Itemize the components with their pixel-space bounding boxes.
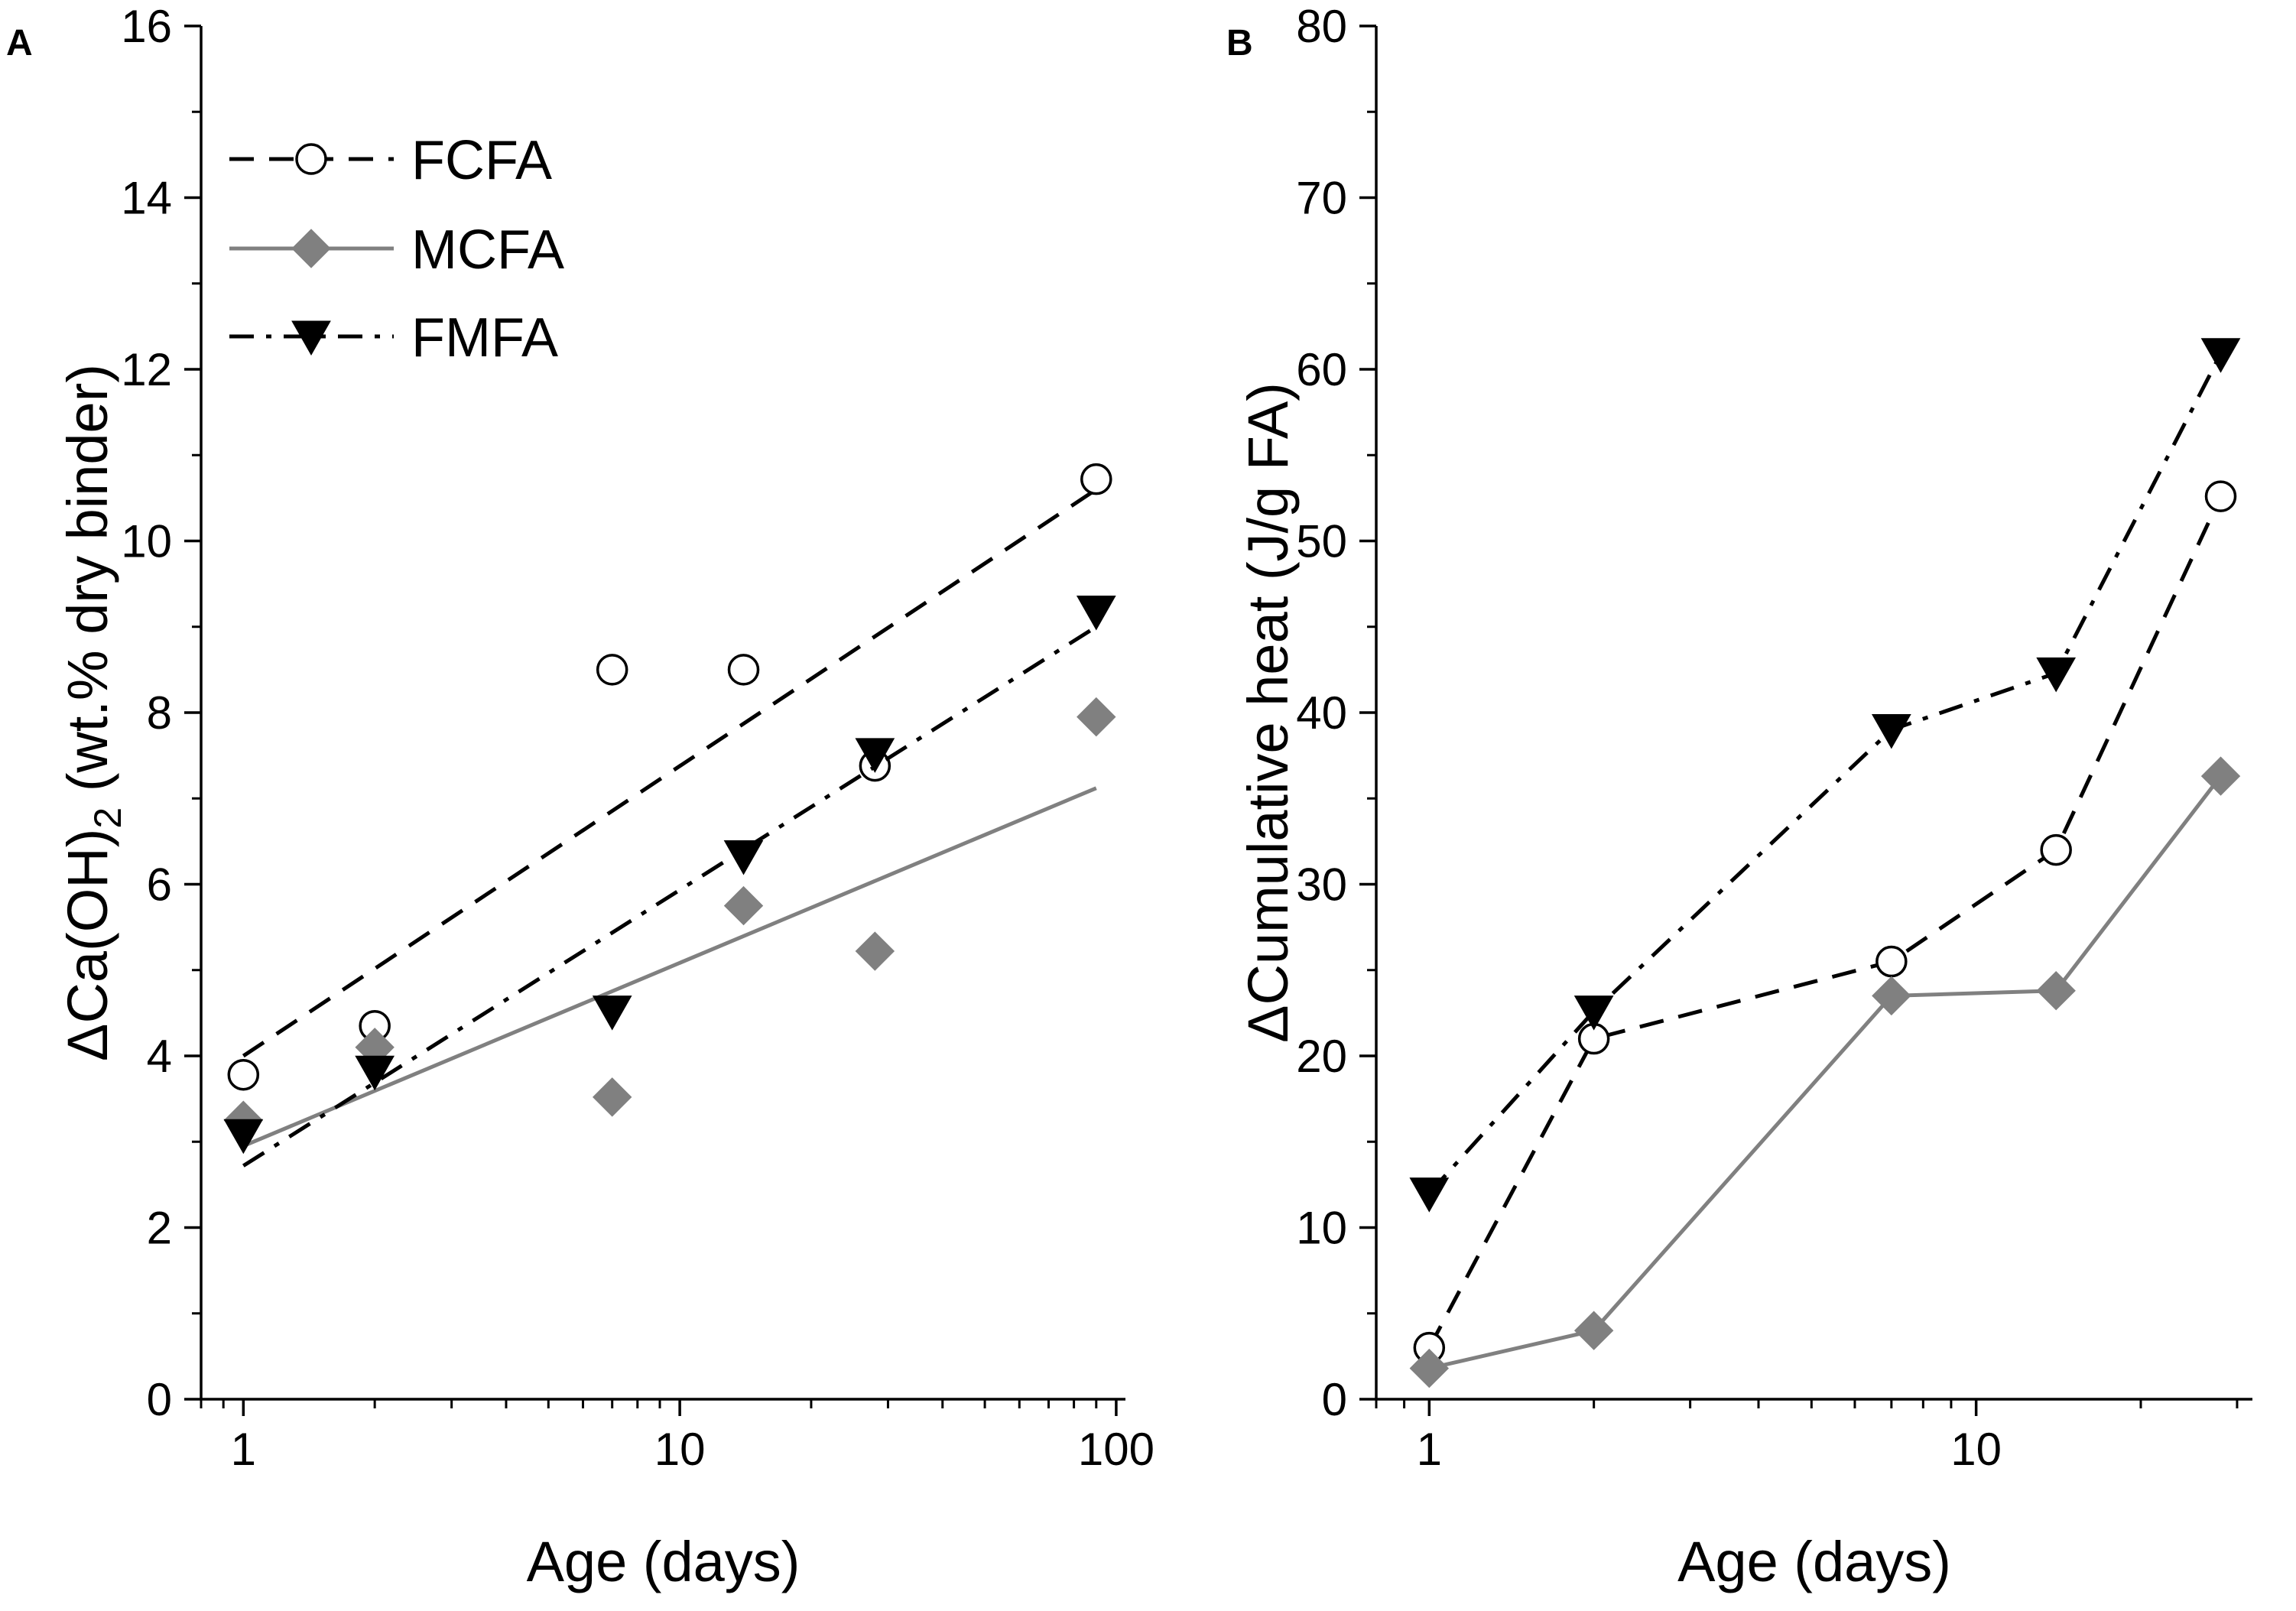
mcfa-series-line: [1428, 775, 2223, 1371]
x-tick-label: 1: [1417, 1424, 1442, 1475]
y-tick-label: 50: [1296, 516, 1347, 567]
legend-label-fmfa: FMFA: [411, 307, 558, 369]
fmfa-point: [592, 996, 632, 1031]
y-tick-label: 0: [1322, 1374, 1347, 1425]
mcfa-point: [1077, 697, 1116, 737]
legend-marker-mcfa: [291, 229, 331, 268]
y-tick-label: 10: [1296, 1203, 1347, 1254]
legend: FCFA MCFA FMFA: [229, 130, 564, 369]
fcfa-point: [727, 654, 760, 686]
fcfa-point: [1080, 463, 1112, 495]
y-axis-title-main: ΔCa(OH): [56, 829, 119, 1061]
y-tick-label: 6: [147, 859, 172, 911]
x-axis-title: Age (days): [1677, 1530, 1951, 1593]
y-tick-label: 8: [147, 687, 172, 739]
mcfa-point: [1573, 1311, 1614, 1350]
y-tick-label: 20: [1296, 1031, 1347, 1082]
fmfa-point: [855, 738, 895, 773]
legend-label-mcfa: MCFA: [411, 219, 564, 281]
fmfa-point: [355, 1055, 395, 1091]
x-tick-label: 1: [231, 1424, 256, 1475]
mcfa-point: [2200, 756, 2241, 796]
y-tick-label: 10: [121, 516, 172, 567]
mcfa-point: [1409, 1348, 1450, 1389]
y-axis-title-subscript: 2: [86, 807, 129, 829]
mcfa-point: [2036, 970, 2076, 1011]
y-tick-label: 30: [1296, 859, 1347, 911]
y-tick-label: 40: [1296, 687, 1347, 739]
fcfa-series-line: [1427, 495, 2223, 1349]
y-axis-title: ΔCa(OH)2 (wt.% dry binder): [56, 364, 129, 1061]
fmfa-point: [1871, 713, 1911, 749]
fcfa-point: [2040, 833, 2072, 866]
panel-b-chart: 0 10 20 30 40 50 60 70 80 1 10 Age (days) ΔCumulativ…: [1226, 1, 2252, 1593]
y-axis-title: ΔCumulative heat (J/g FA): [1236, 382, 1300, 1043]
x-tick-label: 10: [1950, 1424, 2002, 1475]
y-tick-label: 80: [1296, 1, 1347, 52]
fcfa-point: [227, 1058, 260, 1091]
fmfa-fit-line: [242, 625, 1098, 1168]
legend-marker-fcfa: [295, 143, 327, 175]
mcfa-point: [592, 1077, 632, 1117]
mcfa-point: [855, 931, 895, 971]
fcfa-point: [596, 654, 628, 686]
mcfa-point: [1872, 976, 1911, 1016]
fmfa-point: [1573, 996, 1614, 1031]
y-tick-label: 70: [1296, 173, 1347, 224]
y-tick-label: 14: [121, 173, 172, 224]
fmfa-point: [1076, 596, 1116, 631]
panel-label: A: [6, 23, 33, 63]
x-tick-label: 10: [654, 1424, 706, 1475]
y-tick-label: 4: [147, 1031, 172, 1082]
panel-label: B: [1226, 23, 1253, 63]
fmfa-point: [1409, 1177, 1450, 1213]
y-axis-title-units: (wt.% dry binder): [56, 364, 119, 807]
mcfa-point: [723, 885, 764, 926]
y-tick-label: 16: [121, 1, 172, 52]
fcfa-point: [1875, 945, 1908, 978]
fcfa-fit-line: [242, 488, 1098, 1058]
x-tick-label: 100: [1078, 1424, 1154, 1475]
y-tick-label: 60: [1296, 344, 1347, 395]
x-axis-title: Age (days): [527, 1530, 801, 1593]
fmfa-point: [2036, 657, 2077, 693]
legend-marker-fmfa: [291, 320, 331, 356]
fmfa-point: [723, 840, 764, 875]
fmfa-point: [223, 1119, 264, 1155]
legend-label-fcfa: FCFA: [411, 130, 552, 191]
fmfa-point: [2200, 338, 2241, 373]
y-tick-label: 0: [147, 1374, 172, 1425]
mcfa-fit-line: [242, 786, 1097, 1148]
fcfa-point: [2204, 480, 2237, 512]
y-tick-label: 12: [121, 344, 172, 395]
y-tick-label: 2: [147, 1203, 172, 1254]
fmfa-series-line: [1427, 352, 2223, 1195]
